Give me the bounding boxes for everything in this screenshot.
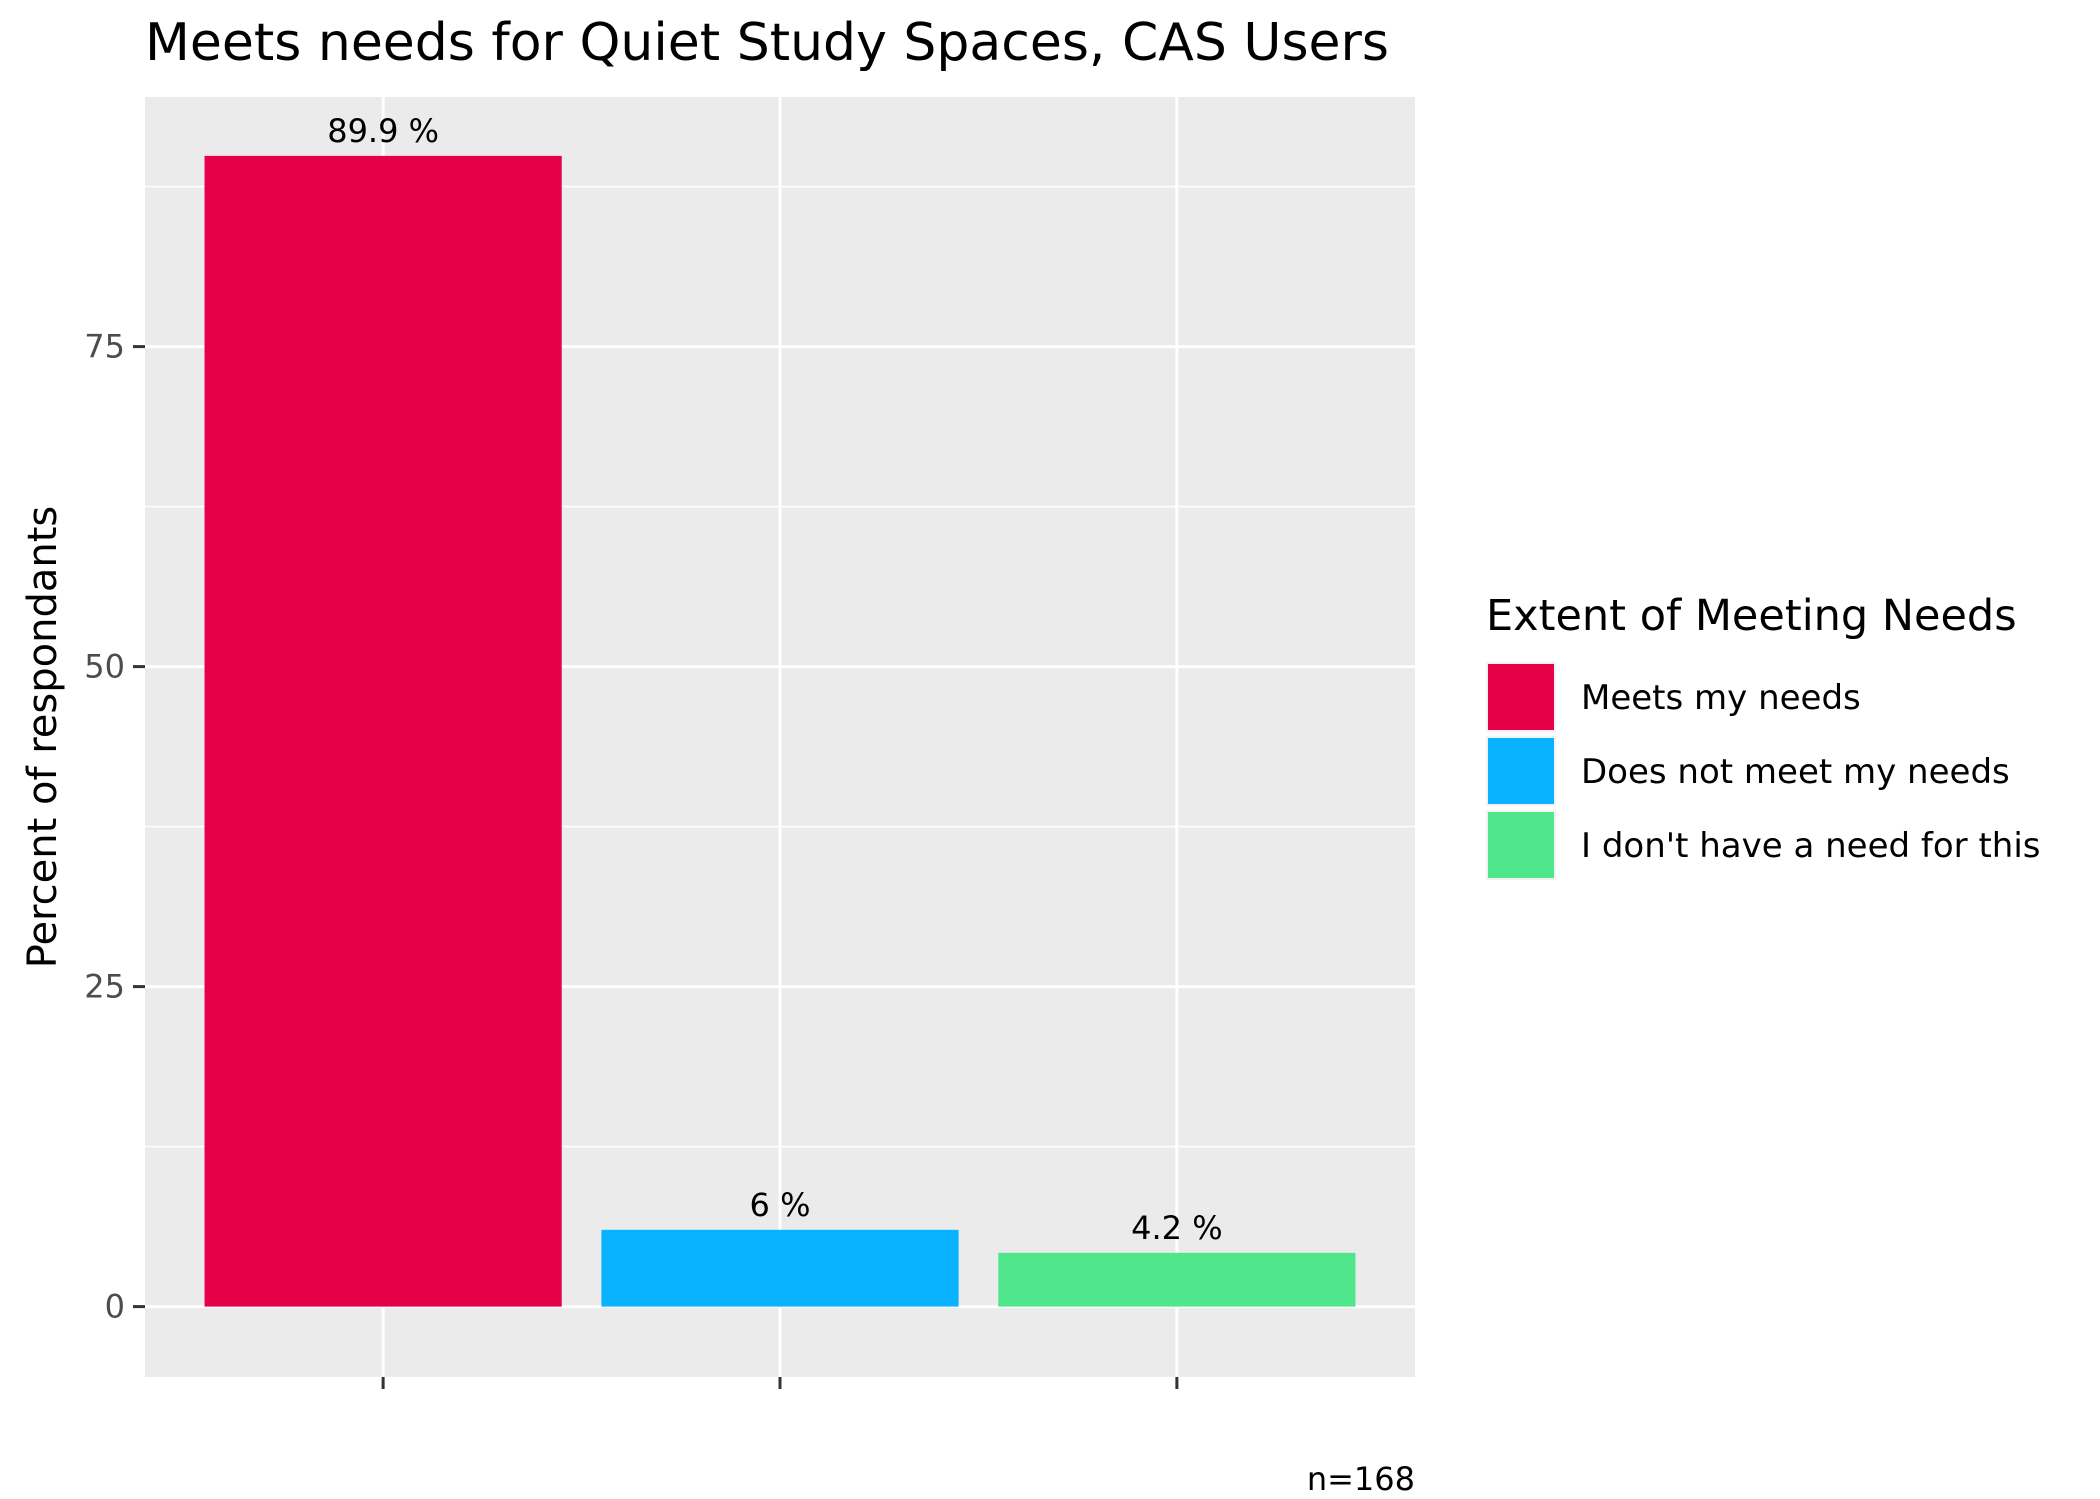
legend: Extent of Meeting Needs Meets my needs Do… [1486, 591, 2041, 880]
bar-value-label: 6 % [750, 1186, 811, 1224]
bar-value-label: 4.2 % [1131, 1209, 1222, 1247]
y-tick-label: 0 [105, 1288, 125, 1326]
legend-title: Extent of Meeting Needs [1486, 591, 2017, 641]
chart-title: Meets needs for Quiet Study Spaces, CAS … [145, 13, 1389, 73]
legend-entries: Meets my needs Does not meet my needs I do… [1486, 662, 2041, 880]
y-axis: 0 25 50 75 [84, 328, 145, 1326]
legend-label: I don't have a need for this [1581, 826, 2041, 866]
caption-sample-size: n=168 [1307, 1460, 1415, 1498]
bar [204, 155, 562, 1307]
y-tick-label: 75 [84, 328, 125, 366]
bar [998, 1252, 1356, 1307]
y-tick-label: 50 [84, 648, 125, 686]
x-axis [381, 1377, 1179, 1389]
legend-swatch [1488, 812, 1554, 878]
bars [204, 155, 1356, 1307]
y-axis-title: Percent of respondants [20, 506, 66, 969]
bar-value-label: 89.9 % [327, 112, 439, 150]
bar [601, 1229, 959, 1307]
data-labels: 89.9 % 6 % 4.2 % [327, 112, 1222, 1247]
y-tick-label: 25 [84, 968, 125, 1006]
legend-swatch [1488, 664, 1554, 730]
legend-swatch [1488, 738, 1554, 804]
legend-label: Does not meet my needs [1581, 752, 2010, 792]
legend-label: Meets my needs [1581, 678, 1861, 718]
